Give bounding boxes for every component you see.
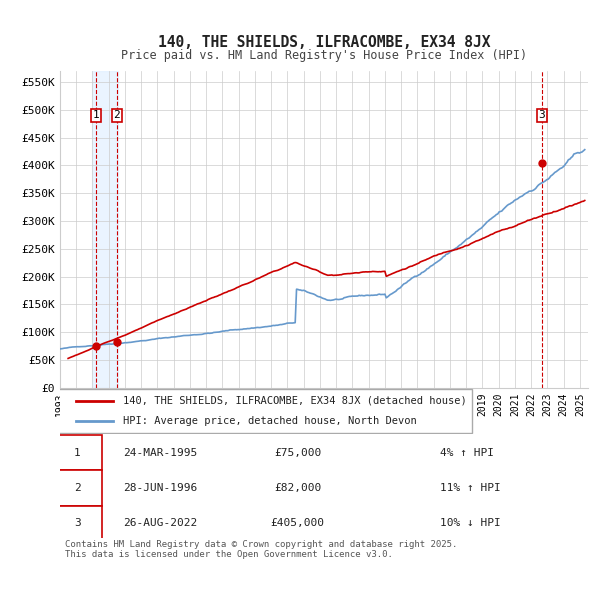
Text: 3: 3 bbox=[74, 518, 81, 528]
Text: 10% ↓ HPI: 10% ↓ HPI bbox=[440, 518, 501, 528]
Text: 140, THE SHIELDS, ILFRACOMBE, EX34 8JX (detached house): 140, THE SHIELDS, ILFRACOMBE, EX34 8JX (… bbox=[124, 396, 467, 406]
FancyBboxPatch shape bbox=[52, 435, 102, 470]
Text: 3: 3 bbox=[538, 110, 545, 120]
Text: 140, THE SHIELDS, ILFRACOMBE, EX34 8JX: 140, THE SHIELDS, ILFRACOMBE, EX34 8JX bbox=[158, 35, 490, 50]
Text: Price paid vs. HM Land Registry's House Price Index (HPI): Price paid vs. HM Land Registry's House … bbox=[121, 49, 527, 62]
Text: 11% ↑ HPI: 11% ↑ HPI bbox=[440, 483, 501, 493]
Text: HPI: Average price, detached house, North Devon: HPI: Average price, detached house, Nort… bbox=[124, 416, 417, 426]
Bar bbox=[92, 71, 118, 388]
Text: £82,000: £82,000 bbox=[274, 483, 321, 493]
Text: £75,000: £75,000 bbox=[274, 448, 321, 458]
Text: 1: 1 bbox=[93, 110, 100, 120]
FancyBboxPatch shape bbox=[55, 389, 472, 432]
Text: 1: 1 bbox=[74, 448, 81, 458]
Text: 26-AUG-2022: 26-AUG-2022 bbox=[124, 518, 197, 528]
Text: 24-MAR-1995: 24-MAR-1995 bbox=[124, 448, 197, 458]
Text: 2: 2 bbox=[113, 110, 120, 120]
FancyBboxPatch shape bbox=[52, 470, 102, 506]
Text: 2: 2 bbox=[74, 483, 81, 493]
Text: £405,000: £405,000 bbox=[271, 518, 325, 528]
Text: 28-JUN-1996: 28-JUN-1996 bbox=[124, 483, 197, 493]
FancyBboxPatch shape bbox=[52, 506, 102, 541]
Text: 4% ↑ HPI: 4% ↑ HPI bbox=[440, 448, 494, 458]
Text: Contains HM Land Registry data © Crown copyright and database right 2025.
This d: Contains HM Land Registry data © Crown c… bbox=[65, 540, 458, 559]
